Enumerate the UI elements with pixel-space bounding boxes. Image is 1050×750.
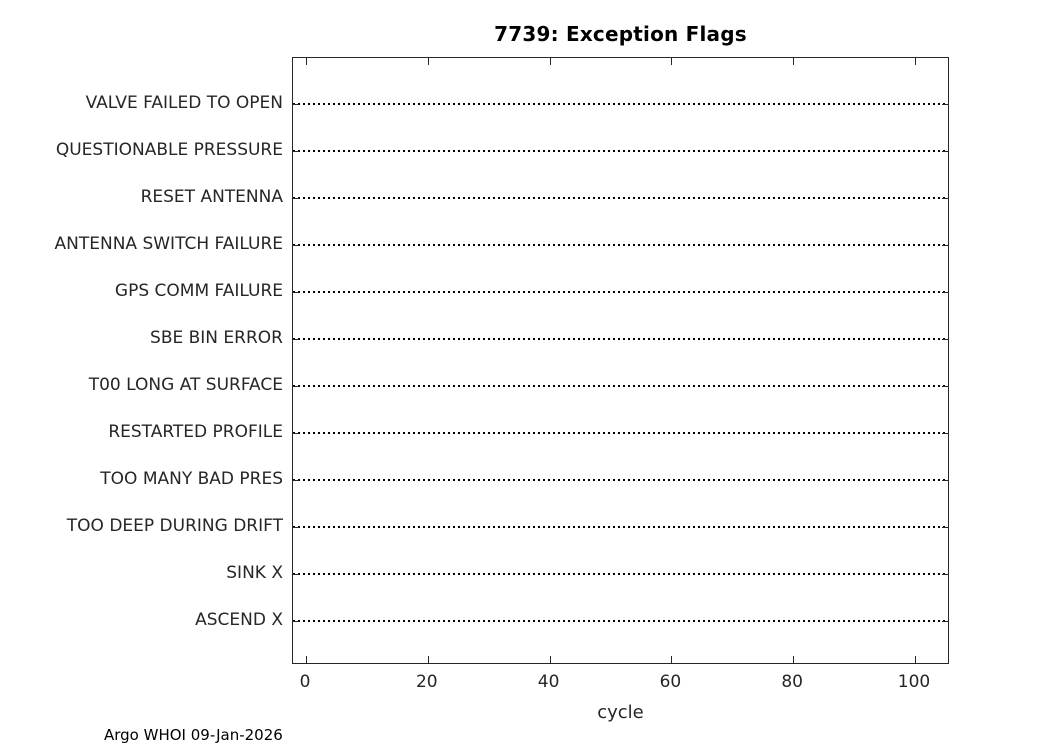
x-tick-label: 40: [537, 672, 560, 692]
dotted-gridline: [293, 432, 948, 434]
dotted-gridline: [293, 573, 948, 575]
y-tick-left: [293, 621, 299, 622]
x-tick-bottom: [793, 656, 795, 663]
x-tick-top: [549, 58, 551, 65]
y-category-label: ASCEND X: [195, 610, 283, 630]
y-tick-right: [942, 621, 948, 622]
x-tick-bottom: [915, 656, 916, 663]
x-tick-top: [306, 58, 307, 65]
dotted-gridline: [293, 338, 948, 340]
y-tick-left: [293, 198, 299, 199]
x-tick-bottom: [549, 656, 551, 663]
plot-area: [292, 57, 949, 664]
x-tick-label: 0: [299, 672, 311, 692]
y-tick-right: [942, 245, 948, 246]
y-tick-left: [293, 151, 299, 152]
x-tick-label: 80: [781, 672, 803, 692]
x-axis-label: cycle: [597, 702, 644, 723]
x-tick-label: 60: [659, 672, 682, 692]
y-tick-right: [942, 480, 948, 481]
dotted-gridline: [293, 620, 948, 622]
y-tick-left: [293, 574, 299, 575]
y-category-label: RESET ANTENNA: [140, 187, 283, 207]
y-tick-right: [942, 339, 948, 340]
x-tick-top: [793, 58, 795, 65]
dotted-gridline: [293, 103, 948, 105]
x-tick-label: 20: [415, 672, 438, 692]
x-tick-top: [915, 58, 916, 65]
y-category-label: GPS COMM FAILURE: [114, 281, 283, 301]
dotted-gridline: [293, 479, 948, 481]
x-tick-bottom: [671, 656, 673, 663]
y-tick-right: [942, 433, 948, 434]
y-tick-left: [293, 433, 299, 434]
y-tick-right: [942, 151, 948, 152]
x-tick-top: [427, 58, 429, 65]
y-category-label: ANTENNA SWITCH FAILURE: [54, 234, 283, 254]
y-tick-left: [293, 339, 299, 340]
y-category-label: VALVE FAILED TO OPEN: [85, 93, 283, 113]
y-tick-right: [942, 574, 948, 575]
y-tick-right: [942, 386, 948, 387]
dotted-gridline: [293, 291, 948, 293]
x-tick-bottom: [306, 656, 307, 663]
y-category-label: RESTARTED PROFILE: [108, 422, 283, 442]
y-category-label: TOO MANY BAD PRES: [100, 469, 283, 489]
y-tick-left: [293, 480, 299, 481]
y-category-label: T00 LONG AT SURFACE: [88, 375, 283, 395]
y-tick-right: [942, 198, 948, 199]
dotted-gridline: [293, 526, 948, 528]
x-tick-top: [671, 58, 673, 65]
y-tick-left: [293, 292, 299, 293]
y-tick-right: [942, 292, 948, 293]
y-tick-left: [293, 104, 299, 105]
dotted-gridline: [293, 244, 948, 246]
dotted-gridline: [293, 385, 948, 387]
footer-caption: Argo WHOI 09-Jan-2026: [104, 726, 283, 744]
x-tick-label: 100: [897, 672, 931, 692]
y-tick-right: [942, 527, 948, 528]
y-category-label: SINK X: [226, 563, 283, 583]
y-tick-left: [293, 386, 299, 387]
dotted-gridline: [293, 150, 948, 152]
y-category-label: QUESTIONABLE PRESSURE: [55, 140, 283, 160]
chart-title: 7739: Exception Flags: [494, 22, 747, 46]
y-tick-left: [293, 245, 299, 246]
y-category-label: TOO DEEP DURING DRIFT: [66, 516, 283, 536]
y-tick-right: [942, 104, 948, 105]
x-tick-bottom: [427, 656, 429, 663]
y-tick-left: [293, 527, 299, 528]
dotted-gridline: [293, 197, 948, 199]
y-category-label: SBE BIN ERROR: [150, 328, 283, 348]
